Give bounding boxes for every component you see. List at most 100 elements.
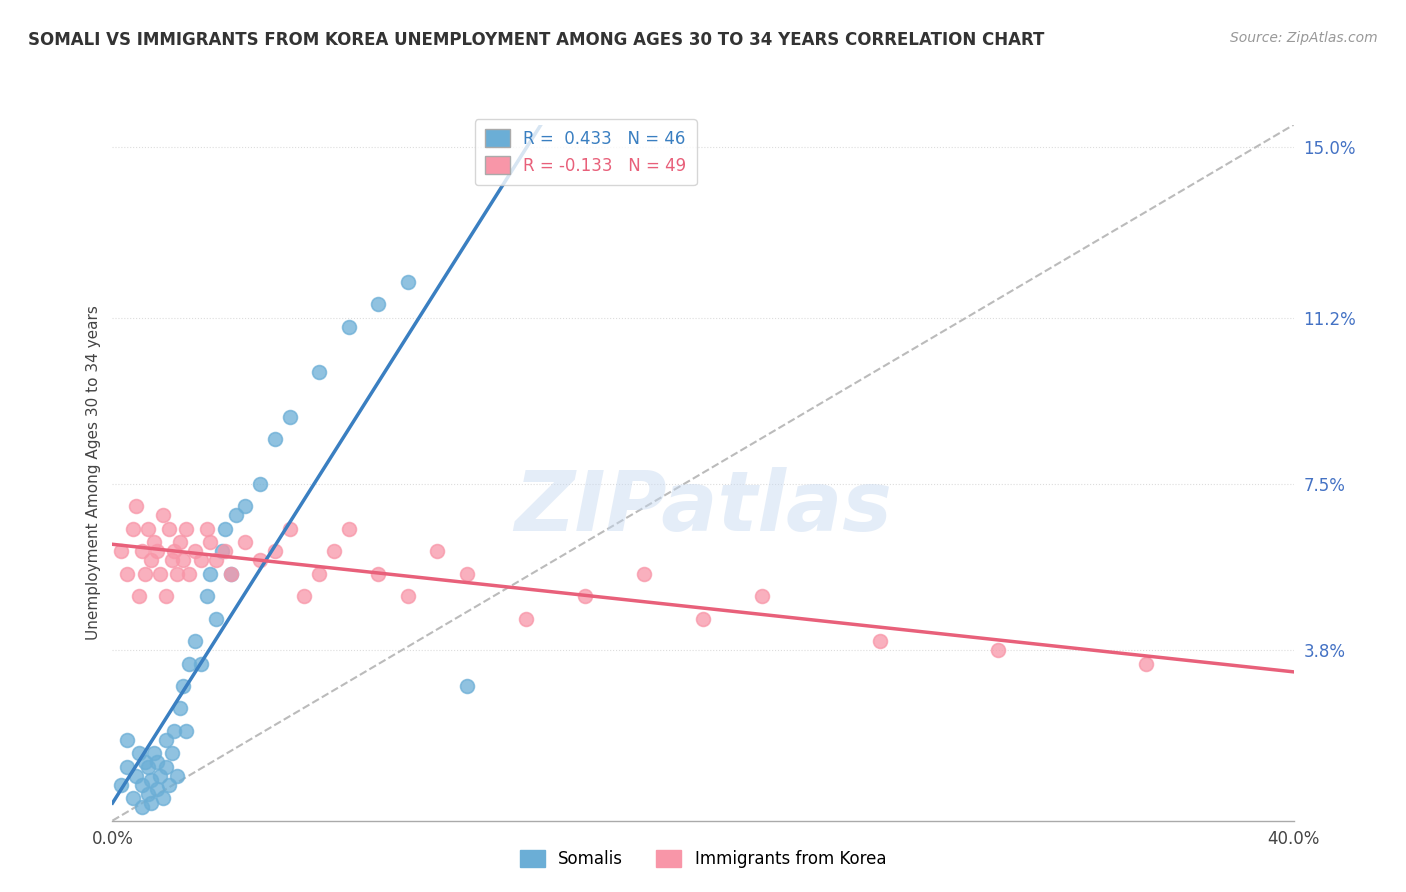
Point — [198, 566, 221, 581]
Point — [155, 589, 177, 603]
Point — [190, 657, 212, 671]
Point — [169, 701, 191, 715]
Point — [308, 365, 330, 379]
Point — [131, 778, 153, 792]
Point — [179, 566, 201, 581]
Point — [323, 544, 346, 558]
Text: ZIPatlas: ZIPatlas — [515, 467, 891, 548]
Point — [337, 522, 360, 536]
Point — [249, 553, 271, 567]
Legend: Somalis, Immigrants from Korea: Somalis, Immigrants from Korea — [513, 843, 893, 875]
Point — [152, 791, 174, 805]
Point — [751, 589, 773, 603]
Point — [174, 522, 197, 536]
Point — [139, 796, 162, 810]
Point — [155, 760, 177, 774]
Point — [163, 723, 186, 738]
Point — [225, 508, 247, 523]
Point — [174, 723, 197, 738]
Point — [166, 566, 188, 581]
Point — [163, 544, 186, 558]
Point — [166, 769, 188, 783]
Point — [292, 589, 315, 603]
Point — [337, 319, 360, 334]
Point — [131, 800, 153, 814]
Point — [211, 544, 233, 558]
Point — [205, 553, 228, 567]
Point — [214, 522, 236, 536]
Point — [195, 589, 218, 603]
Point — [134, 756, 156, 770]
Point — [136, 787, 159, 801]
Point — [264, 432, 287, 446]
Point — [426, 544, 449, 558]
Point — [633, 566, 655, 581]
Point — [110, 778, 132, 792]
Point — [146, 756, 169, 770]
Point — [184, 634, 207, 648]
Point — [233, 535, 256, 549]
Point — [139, 773, 162, 788]
Point — [515, 612, 537, 626]
Point — [149, 566, 172, 581]
Point — [692, 612, 714, 626]
Point — [139, 553, 162, 567]
Point — [172, 553, 194, 567]
Point — [987, 643, 1010, 657]
Point — [278, 522, 301, 536]
Point — [110, 544, 132, 558]
Point — [117, 760, 138, 774]
Point — [219, 566, 242, 581]
Point — [205, 612, 228, 626]
Point — [155, 732, 177, 747]
Point — [128, 589, 150, 603]
Point — [136, 760, 159, 774]
Point — [367, 566, 389, 581]
Point — [195, 522, 218, 536]
Point — [125, 769, 148, 783]
Point — [157, 778, 180, 792]
Point — [172, 679, 194, 693]
Point — [574, 589, 596, 603]
Point — [367, 297, 389, 311]
Point — [146, 544, 169, 558]
Point — [184, 544, 207, 558]
Point — [308, 566, 330, 581]
Point — [214, 544, 236, 558]
Text: Source: ZipAtlas.com: Source: ZipAtlas.com — [1230, 31, 1378, 45]
Point — [117, 732, 138, 747]
Point — [233, 500, 256, 514]
Point — [134, 566, 156, 581]
Legend: R =  0.433   N = 46, R = -0.133   N = 49: R = 0.433 N = 46, R = -0.133 N = 49 — [475, 120, 696, 185]
Point — [152, 508, 174, 523]
Point — [149, 769, 172, 783]
Text: SOMALI VS IMMIGRANTS FROM KOREA UNEMPLOYMENT AMONG AGES 30 TO 34 YEARS CORRELATI: SOMALI VS IMMIGRANTS FROM KOREA UNEMPLOY… — [28, 31, 1045, 49]
Point — [396, 589, 419, 603]
Point — [160, 553, 183, 567]
Point — [278, 409, 301, 424]
Point — [456, 566, 478, 581]
Point — [169, 535, 191, 549]
Point — [198, 535, 221, 549]
Point — [136, 522, 159, 536]
Point — [146, 782, 169, 797]
Point — [131, 544, 153, 558]
Point — [249, 477, 271, 491]
Point — [219, 566, 242, 581]
Point — [122, 791, 145, 805]
Point — [122, 522, 145, 536]
Point — [128, 747, 150, 761]
Point — [142, 747, 165, 761]
Point — [190, 553, 212, 567]
Point — [1135, 657, 1157, 671]
Point — [396, 275, 419, 289]
Point — [142, 535, 165, 549]
Y-axis label: Unemployment Among Ages 30 to 34 years: Unemployment Among Ages 30 to 34 years — [86, 305, 101, 640]
Point — [157, 522, 180, 536]
Point — [160, 747, 183, 761]
Point — [264, 544, 287, 558]
Point — [117, 566, 138, 581]
Point — [125, 500, 148, 514]
Point — [869, 634, 891, 648]
Point — [179, 657, 201, 671]
